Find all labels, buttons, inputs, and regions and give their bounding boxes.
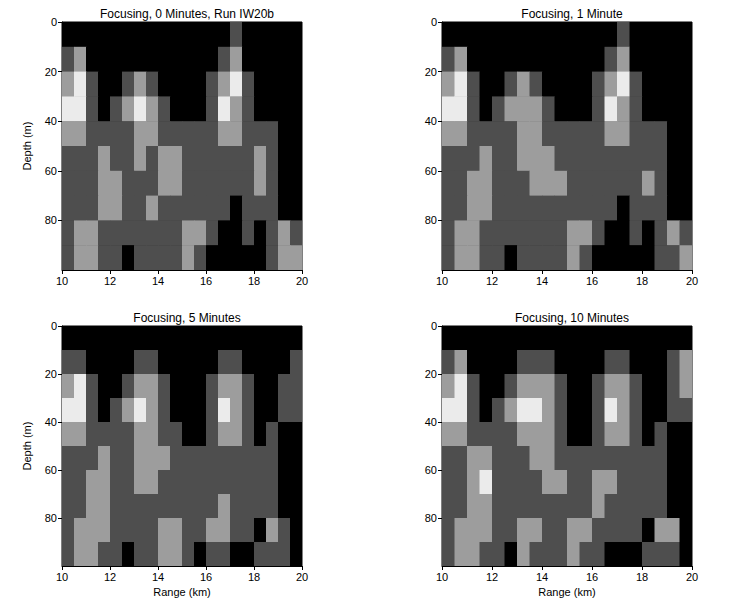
svg-text:14: 14	[536, 275, 548, 287]
svg-text:14: 14	[152, 275, 164, 287]
svg-text:Range (km): Range (km)	[153, 586, 210, 598]
svg-text:12: 12	[486, 571, 498, 583]
svg-text:Depth (m): Depth (m)	[21, 122, 33, 171]
svg-text:0: 0	[431, 16, 437, 28]
svg-text:80: 80	[425, 512, 437, 524]
svg-text:16: 16	[586, 571, 598, 583]
svg-text:40: 40	[45, 416, 57, 428]
svg-text:20: 20	[45, 368, 57, 380]
svg-text:12: 12	[104, 275, 116, 287]
svg-text:80: 80	[425, 214, 437, 226]
svg-text:Depth (m): Depth (m)	[21, 422, 33, 471]
svg-text:16: 16	[586, 275, 598, 287]
svg-text:10: 10	[56, 275, 68, 287]
svg-text:60: 60	[425, 464, 437, 476]
svg-text:10: 10	[436, 275, 448, 287]
svg-text:Focusing, 0 Minutes, Run IW20b: Focusing, 0 Minutes, Run IW20b	[100, 7, 274, 21]
svg-text:18: 18	[636, 275, 648, 287]
svg-text:40: 40	[425, 115, 437, 127]
svg-text:14: 14	[536, 571, 548, 583]
svg-text:10: 10	[436, 571, 448, 583]
svg-text:40: 40	[425, 416, 437, 428]
svg-text:18: 18	[248, 571, 260, 583]
svg-text:Focusing, 1 Minute: Focusing, 1 Minute	[521, 7, 623, 21]
svg-text:0: 0	[51, 320, 57, 332]
svg-text:80: 80	[45, 214, 57, 226]
svg-text:20: 20	[425, 66, 437, 78]
svg-text:0: 0	[51, 16, 57, 28]
svg-text:12: 12	[486, 275, 498, 287]
svg-text:20: 20	[296, 571, 308, 583]
svg-text:16: 16	[200, 571, 212, 583]
svg-text:Range (km): Range (km)	[538, 586, 595, 598]
svg-text:Focusing, 10 Minutes: Focusing, 10 Minutes	[515, 311, 629, 325]
svg-text:18: 18	[636, 571, 648, 583]
svg-text:20: 20	[686, 275, 698, 287]
svg-text:Focusing, 5 Minutes: Focusing, 5 Minutes	[133, 311, 240, 325]
svg-text:20: 20	[425, 368, 437, 380]
svg-text:0: 0	[431, 320, 437, 332]
svg-text:20: 20	[45, 66, 57, 78]
svg-text:40: 40	[45, 115, 57, 127]
svg-text:16: 16	[200, 275, 212, 287]
svg-text:20: 20	[686, 571, 698, 583]
svg-text:80: 80	[45, 512, 57, 524]
svg-text:12: 12	[104, 571, 116, 583]
svg-text:60: 60	[45, 165, 57, 177]
svg-text:10: 10	[56, 571, 68, 583]
svg-text:60: 60	[45, 464, 57, 476]
svg-text:18: 18	[248, 275, 260, 287]
svg-text:60: 60	[425, 165, 437, 177]
svg-text:20: 20	[296, 275, 308, 287]
svg-text:14: 14	[152, 571, 164, 583]
